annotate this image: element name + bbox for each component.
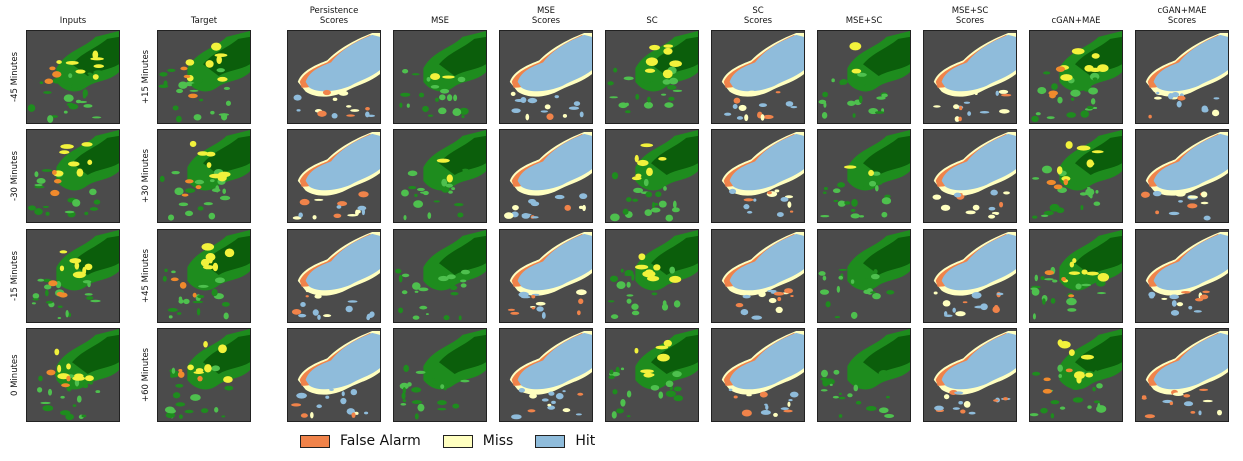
radar-field-panel <box>605 328 699 422</box>
radar-field-panel <box>1029 229 1123 323</box>
legend-item: Miss <box>442 433 514 449</box>
column-title: SC Scores <box>743 6 773 26</box>
legend-item: False Alarm <box>300 433 421 449</box>
score-map-panel <box>1135 30 1229 124</box>
radar-field-panel <box>817 129 911 223</box>
radar-field-panel <box>393 328 487 422</box>
radar-field-panel <box>157 229 251 323</box>
score-map-panel <box>287 229 381 323</box>
score-map-panel <box>711 328 805 422</box>
column-title: MSE+SC <box>845 16 883 26</box>
score-map-panel <box>499 30 593 124</box>
radar-field-panel <box>1029 328 1123 422</box>
radar-field-panel <box>26 328 120 422</box>
radar-field-panel <box>605 30 699 124</box>
radar-field-panel <box>26 129 120 223</box>
score-map-panel <box>923 129 1017 223</box>
row-label: -30 Minutes <box>10 150 20 201</box>
row-label: 0 Minutes <box>10 354 20 396</box>
score-map-panel <box>287 129 381 223</box>
legend-label: Hit <box>575 433 596 449</box>
column-title: SC <box>646 16 658 26</box>
column-title: MSE+SC Scores <box>951 6 989 26</box>
radar-field-panel <box>26 30 120 124</box>
radar-field-panel <box>817 30 911 124</box>
column-title: MSE <box>430 16 450 26</box>
radar-field-panel <box>157 328 251 422</box>
column-title: Inputs <box>59 16 87 26</box>
radar-field-panel <box>1029 30 1123 124</box>
score-map-panel <box>1135 129 1229 223</box>
score-map-panel <box>499 229 593 323</box>
legend-label: Miss <box>482 433 514 449</box>
score-map-panel <box>1135 229 1229 323</box>
row-label: +45 Minutes <box>141 248 151 303</box>
score-map-panel <box>923 229 1017 323</box>
row-label: +15 Minutes <box>141 49 151 104</box>
row-label: +60 Minutes <box>141 347 151 402</box>
column-title: cGAN+MAE Scores <box>1157 6 1207 26</box>
radar-field-panel <box>393 129 487 223</box>
score-map-panel <box>287 328 381 422</box>
radar-field-panel <box>817 328 911 422</box>
row-label: +30 Minutes <box>141 148 151 203</box>
score-map-panel <box>1135 328 1229 422</box>
score-map-panel <box>499 129 593 223</box>
legend: False Alarm Miss Hit <box>300 431 595 451</box>
radar-field-panel <box>26 229 120 323</box>
score-map-panel <box>923 328 1017 422</box>
radar-field-panel <box>157 30 251 124</box>
score-map-panel <box>711 129 805 223</box>
column-title: Persistence Scores <box>309 6 359 26</box>
radar-field-panel <box>605 229 699 323</box>
score-map-panel <box>711 229 805 323</box>
legend-item: Hit <box>535 433 595 449</box>
legend-swatch <box>442 434 473 448</box>
column-title: cGAN+MAE <box>1051 16 1101 26</box>
score-map-panel <box>711 30 805 124</box>
legend-swatch <box>300 434 330 448</box>
score-map-panel <box>287 30 381 124</box>
radar-field-panel <box>157 129 251 223</box>
column-title: Target <box>190 16 218 26</box>
score-map-panel <box>923 30 1017 124</box>
radar-field-panel <box>1029 129 1123 223</box>
radar-field-panel <box>605 129 699 223</box>
radar-field-panel <box>393 229 487 323</box>
radar-field-panel <box>817 229 911 323</box>
radar-field-panel <box>393 30 487 124</box>
column-title: MSE Scores <box>531 6 561 26</box>
row-label: -45 Minutes <box>10 51 20 102</box>
legend-label: False Alarm <box>340 433 421 449</box>
score-map-panel <box>499 328 593 422</box>
legend-swatch <box>535 434 566 448</box>
row-label: -15 Minutes <box>10 250 20 301</box>
